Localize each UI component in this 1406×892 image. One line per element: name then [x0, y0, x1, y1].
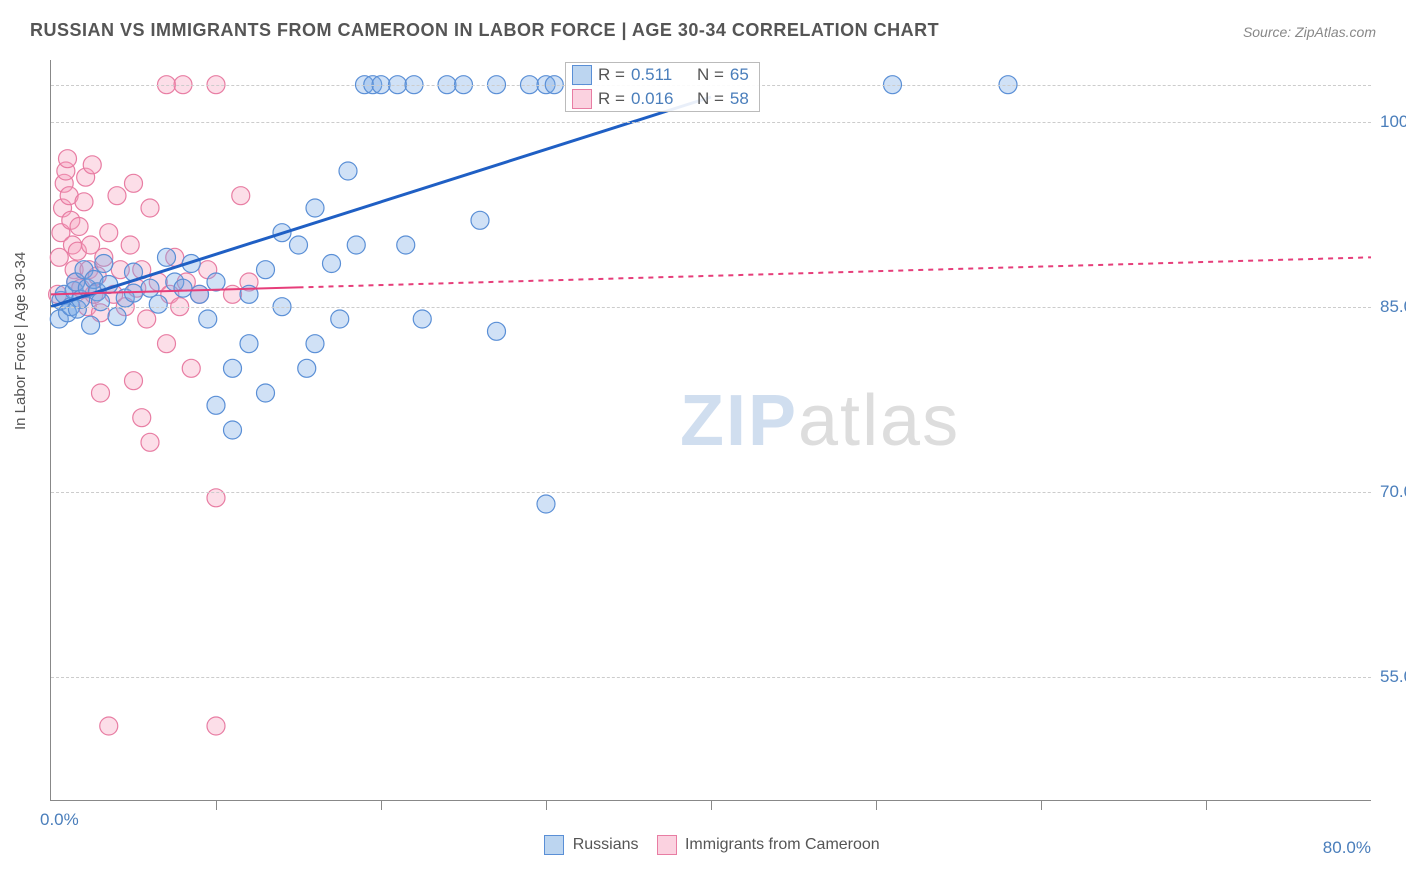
- scatter-svg: [51, 60, 1371, 800]
- data-point: [108, 187, 126, 205]
- n-label: N =: [697, 65, 724, 85]
- data-point: [224, 421, 242, 439]
- data-point: [133, 409, 151, 427]
- r-label: R =: [598, 65, 625, 85]
- bottom-legend: Russians Immigrants from Cameroon: [0, 835, 1406, 855]
- data-point: [125, 174, 143, 192]
- y-tick-label: 100.0%: [1380, 112, 1406, 132]
- legend-label: Immigrants from Cameroon: [681, 836, 880, 853]
- data-point: [232, 187, 250, 205]
- data-point: [207, 396, 225, 414]
- r-value: 0.511: [631, 65, 685, 85]
- chart-title: RUSSIAN VS IMMIGRANTS FROM CAMEROON IN L…: [30, 20, 939, 41]
- n-value: 58: [730, 89, 749, 109]
- data-point: [70, 218, 88, 236]
- data-point: [207, 273, 225, 291]
- data-point: [413, 310, 431, 328]
- r-value: 0.016: [631, 89, 685, 109]
- data-point: [207, 717, 225, 735]
- data-point: [199, 310, 217, 328]
- data-point: [100, 224, 118, 242]
- data-point: [537, 495, 555, 513]
- data-point: [290, 236, 308, 254]
- data-point: [306, 335, 324, 353]
- y-tick-label: 55.0%: [1380, 667, 1406, 687]
- data-point: [488, 322, 506, 340]
- data-point: [141, 199, 159, 217]
- y-tick-label: 70.0%: [1380, 482, 1406, 502]
- x-tick: [711, 800, 712, 810]
- data-point: [397, 236, 415, 254]
- correlation-legend: R = 0.511 N = 65 R = 0.016 N = 58: [565, 62, 760, 112]
- legend-swatch: [544, 835, 564, 855]
- correlation-row: R = 0.511 N = 65: [566, 63, 759, 87]
- data-point: [257, 261, 275, 279]
- y-axis-label: In Labor Force | Age 30-34: [12, 252, 29, 430]
- legend-swatch: [572, 65, 592, 85]
- x-axis-min-label: 0.0%: [40, 810, 79, 830]
- data-point: [347, 236, 365, 254]
- x-tick: [381, 800, 382, 810]
- gridline: [51, 677, 1371, 678]
- gridline: [51, 492, 1371, 493]
- data-point: [149, 295, 167, 313]
- plot-area: [50, 60, 1371, 801]
- data-point: [323, 255, 341, 273]
- legend-swatch: [572, 89, 592, 109]
- data-point: [95, 255, 113, 273]
- r-label: R =: [598, 89, 625, 109]
- data-point: [92, 293, 110, 311]
- n-label: N =: [697, 89, 724, 109]
- data-point: [331, 310, 349, 328]
- data-point: [125, 372, 143, 390]
- x-tick: [216, 800, 217, 810]
- legend-label: Russians: [568, 836, 638, 853]
- source-attribution: Source: ZipAtlas.com: [1243, 24, 1376, 40]
- data-point: [471, 211, 489, 229]
- legend-swatch: [657, 835, 677, 855]
- data-point: [138, 310, 156, 328]
- data-point: [141, 279, 159, 297]
- data-point: [59, 150, 77, 168]
- data-point: [158, 248, 176, 266]
- correlation-row: R = 0.016 N = 58: [566, 87, 759, 111]
- data-point: [82, 316, 100, 334]
- data-point: [121, 236, 139, 254]
- data-point: [257, 384, 275, 402]
- data-point: [306, 199, 324, 217]
- data-point: [224, 359, 242, 377]
- gridline: [51, 307, 1371, 308]
- data-point: [100, 717, 118, 735]
- data-point: [182, 359, 200, 377]
- data-point: [298, 359, 316, 377]
- data-point: [141, 433, 159, 451]
- data-point: [174, 279, 192, 297]
- data-point: [240, 335, 258, 353]
- x-tick: [546, 800, 547, 810]
- data-point: [158, 335, 176, 353]
- gridline: [51, 122, 1371, 123]
- data-point: [83, 156, 101, 174]
- data-point: [92, 384, 110, 402]
- data-point: [339, 162, 357, 180]
- x-tick: [1206, 800, 1207, 810]
- x-tick: [1041, 800, 1042, 810]
- data-point: [75, 193, 93, 211]
- x-tick: [876, 800, 877, 810]
- n-value: 65: [730, 65, 749, 85]
- y-tick-label: 85.0%: [1380, 297, 1406, 317]
- data-point: [224, 285, 242, 303]
- data-point: [191, 285, 209, 303]
- data-point: [108, 308, 126, 326]
